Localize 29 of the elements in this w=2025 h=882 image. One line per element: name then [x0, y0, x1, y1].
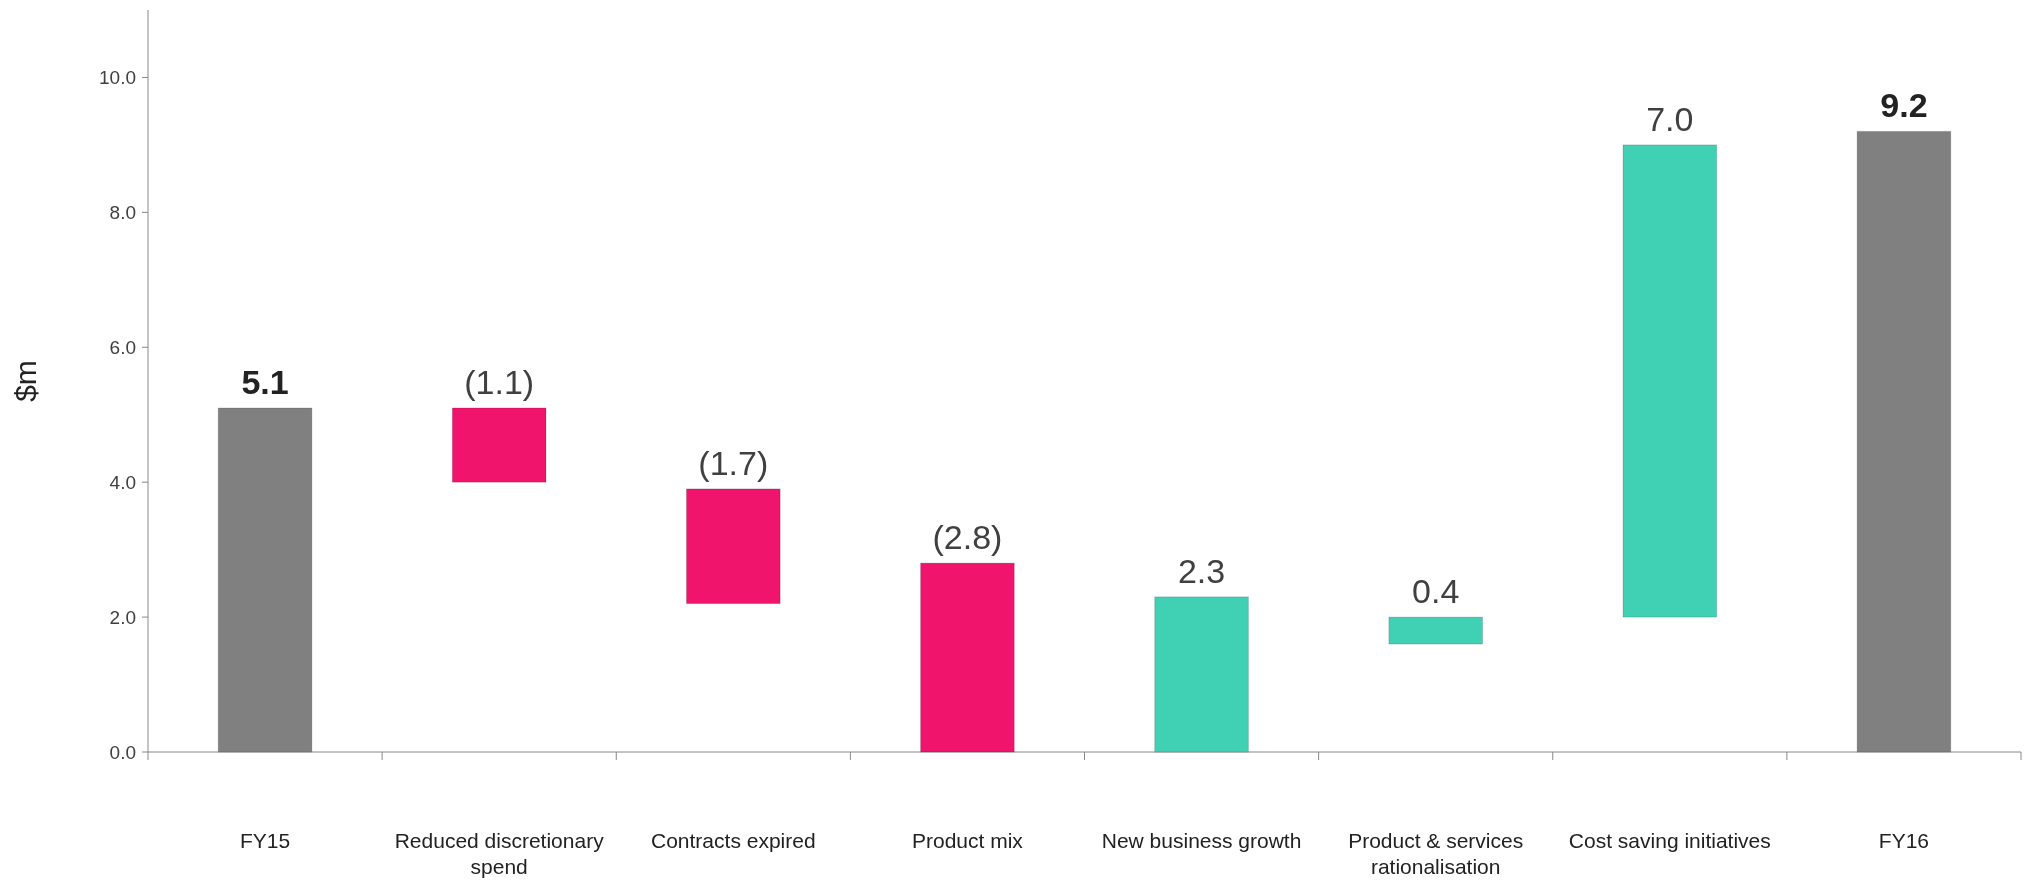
x-tick-label: Reduced discretionary spend [394, 829, 605, 878]
bar [920, 562, 1015, 753]
data-label: 0.4 [1412, 572, 1460, 611]
y-axis-title: $m [9, 360, 42, 402]
x-tick-label: New business growth [1101, 829, 1302, 852]
x-tick-label: FY15 [239, 829, 291, 852]
y-tick-label: 10.0 [99, 67, 136, 89]
bar [1622, 144, 1718, 618]
x-tick-label: Product & services rationalisation [1348, 829, 1524, 878]
data-label: 5.1 [241, 362, 289, 401]
data-label: (2.8) [932, 518, 1003, 557]
bar [1388, 616, 1484, 645]
data-label: 9.2 [1880, 86, 1928, 125]
bar [685, 488, 781, 605]
y-tick-label: 4.0 [109, 471, 136, 493]
data-label: (1.1) [464, 362, 535, 401]
data-label: 7.0 [1646, 99, 1694, 138]
y-tick-label: 0.0 [109, 741, 136, 763]
x-tick-label: FY16 [1878, 829, 1930, 852]
x-tick-label: Product mix [912, 829, 1024, 852]
data-label: (1.7) [698, 443, 769, 482]
y-tick-label: 2.0 [109, 606, 136, 628]
y-tick-label: 8.0 [109, 202, 136, 224]
x-tick-label: Contracts expired [651, 829, 816, 852]
x-tick-label: Cost saving initiatives [1568, 829, 1771, 852]
bar [451, 407, 547, 483]
data-label: 2.3 [1177, 551, 1226, 590]
bar [1154, 596, 1249, 753]
y-tick-label: 6.0 [109, 336, 136, 358]
